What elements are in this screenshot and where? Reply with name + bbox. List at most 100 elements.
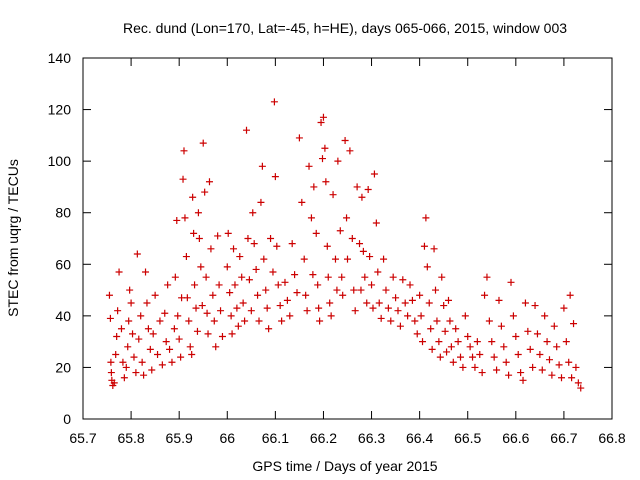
data-point <box>143 299 151 307</box>
data-point <box>260 255 268 263</box>
data-point <box>195 235 203 242</box>
data-point <box>420 242 428 250</box>
data-point <box>185 317 193 325</box>
data-point <box>322 178 330 186</box>
data-point <box>202 273 210 281</box>
data-point <box>529 363 537 371</box>
data-point <box>440 302 448 310</box>
data-point <box>293 289 301 297</box>
data-point <box>541 312 549 320</box>
data-point <box>476 351 484 359</box>
data-point <box>162 338 170 346</box>
data-point <box>310 183 318 191</box>
data-point <box>182 253 190 261</box>
data-point <box>190 229 198 237</box>
data-point <box>502 358 510 366</box>
data-point <box>369 304 377 312</box>
x-axis-title: GPS time / Days of year 2015 <box>252 458 437 474</box>
data-point <box>384 304 392 312</box>
data-point <box>209 291 217 299</box>
data-point <box>327 312 335 320</box>
data-point <box>207 245 215 253</box>
data-point <box>427 325 435 333</box>
data-point <box>105 291 113 299</box>
data-point <box>507 278 515 286</box>
data-point <box>433 317 441 325</box>
data-point <box>471 363 479 371</box>
data-point <box>201 188 209 196</box>
data-point <box>459 363 467 371</box>
data-point <box>500 343 508 351</box>
data-point <box>171 273 179 281</box>
y-tick-label: 80 <box>55 205 71 221</box>
data-point <box>519 376 527 384</box>
data-point <box>250 240 258 248</box>
data-point <box>132 369 140 377</box>
data-point <box>170 325 178 333</box>
data-point <box>357 286 365 294</box>
data-point <box>230 245 238 253</box>
data-point <box>509 312 517 320</box>
data-point <box>562 338 570 346</box>
y-tick-label: 0 <box>63 411 71 427</box>
data-point <box>312 229 320 237</box>
data-point <box>210 317 218 325</box>
data-point <box>353 183 361 191</box>
data-point <box>119 358 127 366</box>
data-point <box>408 296 416 304</box>
data-point <box>331 255 339 263</box>
data-point <box>334 157 342 165</box>
data-point <box>122 363 130 371</box>
data-point <box>555 361 563 369</box>
data-point <box>144 325 152 333</box>
data-point <box>396 322 404 330</box>
data-point <box>283 296 291 304</box>
data-point <box>565 358 573 366</box>
data-point <box>215 281 223 289</box>
data-point <box>321 144 329 152</box>
data-point <box>127 299 135 307</box>
data-point <box>295 134 303 142</box>
data-point <box>444 296 452 304</box>
data-point <box>212 343 220 351</box>
data-point <box>239 299 247 307</box>
data-point <box>318 155 326 163</box>
data-point <box>517 369 525 377</box>
data-point <box>478 369 486 377</box>
x-axis-ticks: 65.7 65.8 65.9 66 66.1 66.2 66.3 66.4 66.5 66.6 66… <box>69 58 626 446</box>
data-point <box>129 330 137 338</box>
data-point <box>179 175 187 183</box>
data-point <box>432 286 440 294</box>
data-point <box>115 268 123 276</box>
data-point <box>291 271 299 279</box>
x-tick-label: 65.7 <box>69 430 96 446</box>
data-point <box>271 173 279 181</box>
data-point <box>423 263 431 271</box>
data-point <box>338 273 346 281</box>
data-point <box>326 299 334 307</box>
data-point <box>133 250 141 258</box>
y-tick-label: 100 <box>48 153 72 169</box>
data-point <box>307 214 315 222</box>
data-point <box>374 268 382 276</box>
data-point <box>112 351 120 359</box>
data-point <box>574 379 582 387</box>
data-point <box>380 255 388 263</box>
data-point <box>413 330 421 338</box>
data-point <box>166 345 174 353</box>
data-points <box>105 98 585 392</box>
data-point <box>286 312 294 320</box>
data-point <box>536 351 544 359</box>
data-point <box>194 209 202 217</box>
data-point <box>314 281 322 289</box>
data-point <box>464 332 472 340</box>
data-point <box>447 343 455 351</box>
data-point <box>481 291 489 299</box>
data-point <box>223 263 231 271</box>
data-point <box>466 343 474 351</box>
data-point <box>370 170 378 178</box>
data-point <box>175 335 183 343</box>
data-point <box>243 126 251 134</box>
data-point <box>512 332 520 340</box>
data-point <box>473 338 481 346</box>
